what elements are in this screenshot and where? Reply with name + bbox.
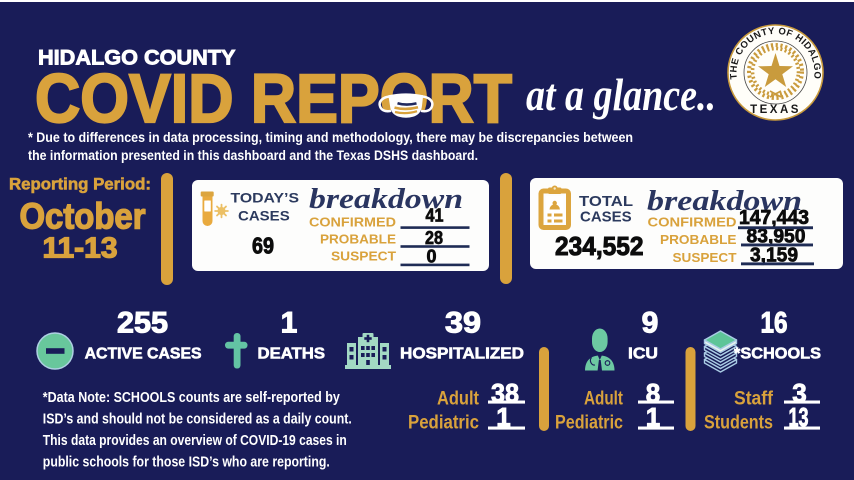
svg-text:9: 9: [642, 307, 659, 340]
svg-text:69: 69: [252, 233, 274, 259]
svg-text:*SCHOOLS: *SCHOOLS: [734, 345, 821, 362]
svg-text:CASES: CASES: [238, 207, 290, 223]
svg-text:public schools for those ISD’s: public schools for those ISD’s who are r…: [43, 455, 330, 471]
svg-text:Reporting Period:: Reporting Period:: [9, 175, 151, 194]
svg-text:TEXAS: TEXAS: [750, 104, 801, 116]
svg-text:October: October: [20, 196, 146, 237]
svg-text:28: 28: [425, 228, 443, 248]
svg-text:ISD’s and should not be consid: ISD’s and should not be considered as a …: [43, 412, 352, 428]
svg-text:3,159: 3,159: [750, 244, 798, 267]
svg-text:ICU: ICU: [628, 345, 658, 362]
svg-text:Adult: Adult: [584, 389, 624, 410]
svg-text:SUSPECT: SUSPECT: [331, 249, 396, 263]
svg-text:41: 41: [426, 206, 444, 226]
svg-text:1: 1: [646, 402, 660, 432]
svg-text:breakdown: breakdown: [647, 185, 802, 217]
svg-text:DEATHS: DEATHS: [258, 345, 326, 362]
svg-text:CONFIRMED: CONFIRMED: [648, 214, 737, 229]
svg-text:0: 0: [427, 247, 437, 267]
svg-text:11-13: 11-13: [43, 233, 118, 265]
svg-text:Pediatric: Pediatric: [555, 413, 623, 434]
svg-text:HIDALGO COUNTY: HIDALGO COUNTY: [38, 47, 236, 70]
svg-text:CASES: CASES: [580, 209, 632, 226]
svg-text:TOTAL: TOTAL: [579, 193, 633, 210]
svg-text:TODAY’S: TODAY’S: [231, 190, 300, 206]
svg-text:Students: Students: [704, 413, 773, 434]
svg-text:*Data Note: SCHOOLS counts are: *Data Note: SCHOOLS counts are self-repo…: [43, 390, 340, 406]
svg-text:1: 1: [281, 307, 298, 340]
svg-text:PROBABLE: PROBABLE: [660, 232, 737, 247]
svg-text:1: 1: [496, 402, 510, 432]
svg-text:255: 255: [117, 307, 168, 340]
svg-text:83,950: 83,950: [747, 225, 806, 248]
svg-text:ACTIVE CASES: ACTIVE CASES: [85, 345, 202, 362]
svg-text:Adult: Adult: [437, 389, 480, 410]
svg-text:234,552: 234,552: [555, 233, 644, 261]
svg-text:147,443: 147,443: [739, 206, 809, 229]
svg-text:CONFIRMED: CONFIRMED: [309, 215, 396, 229]
svg-text:PROBABLE: PROBABLE: [320, 232, 396, 246]
svg-text:the information presented in t: the information presented in this dashbo…: [28, 147, 478, 163]
svg-text:16: 16: [761, 307, 788, 340]
svg-text:This data provides an overview: This data provides an overview of COVID-…: [43, 433, 347, 449]
svg-text:13: 13: [789, 402, 809, 432]
svg-text:Pediatric: Pediatric: [408, 413, 479, 434]
svg-text:SUSPECT: SUSPECT: [673, 250, 737, 265]
svg-text:Staff: Staff: [734, 389, 774, 410]
svg-text:COVID REPORT: COVID REPORT: [35, 60, 512, 137]
svg-text:breakdown: breakdown: [309, 183, 463, 215]
svg-text:39: 39: [445, 307, 481, 340]
svg-text:* Due to differences in data p: * Due to differences in data processing,…: [28, 129, 633, 145]
svg-text:at a glance..: at a glance..: [526, 70, 716, 120]
svg-text:HOSPITALIZED: HOSPITALIZED: [400, 345, 524, 362]
